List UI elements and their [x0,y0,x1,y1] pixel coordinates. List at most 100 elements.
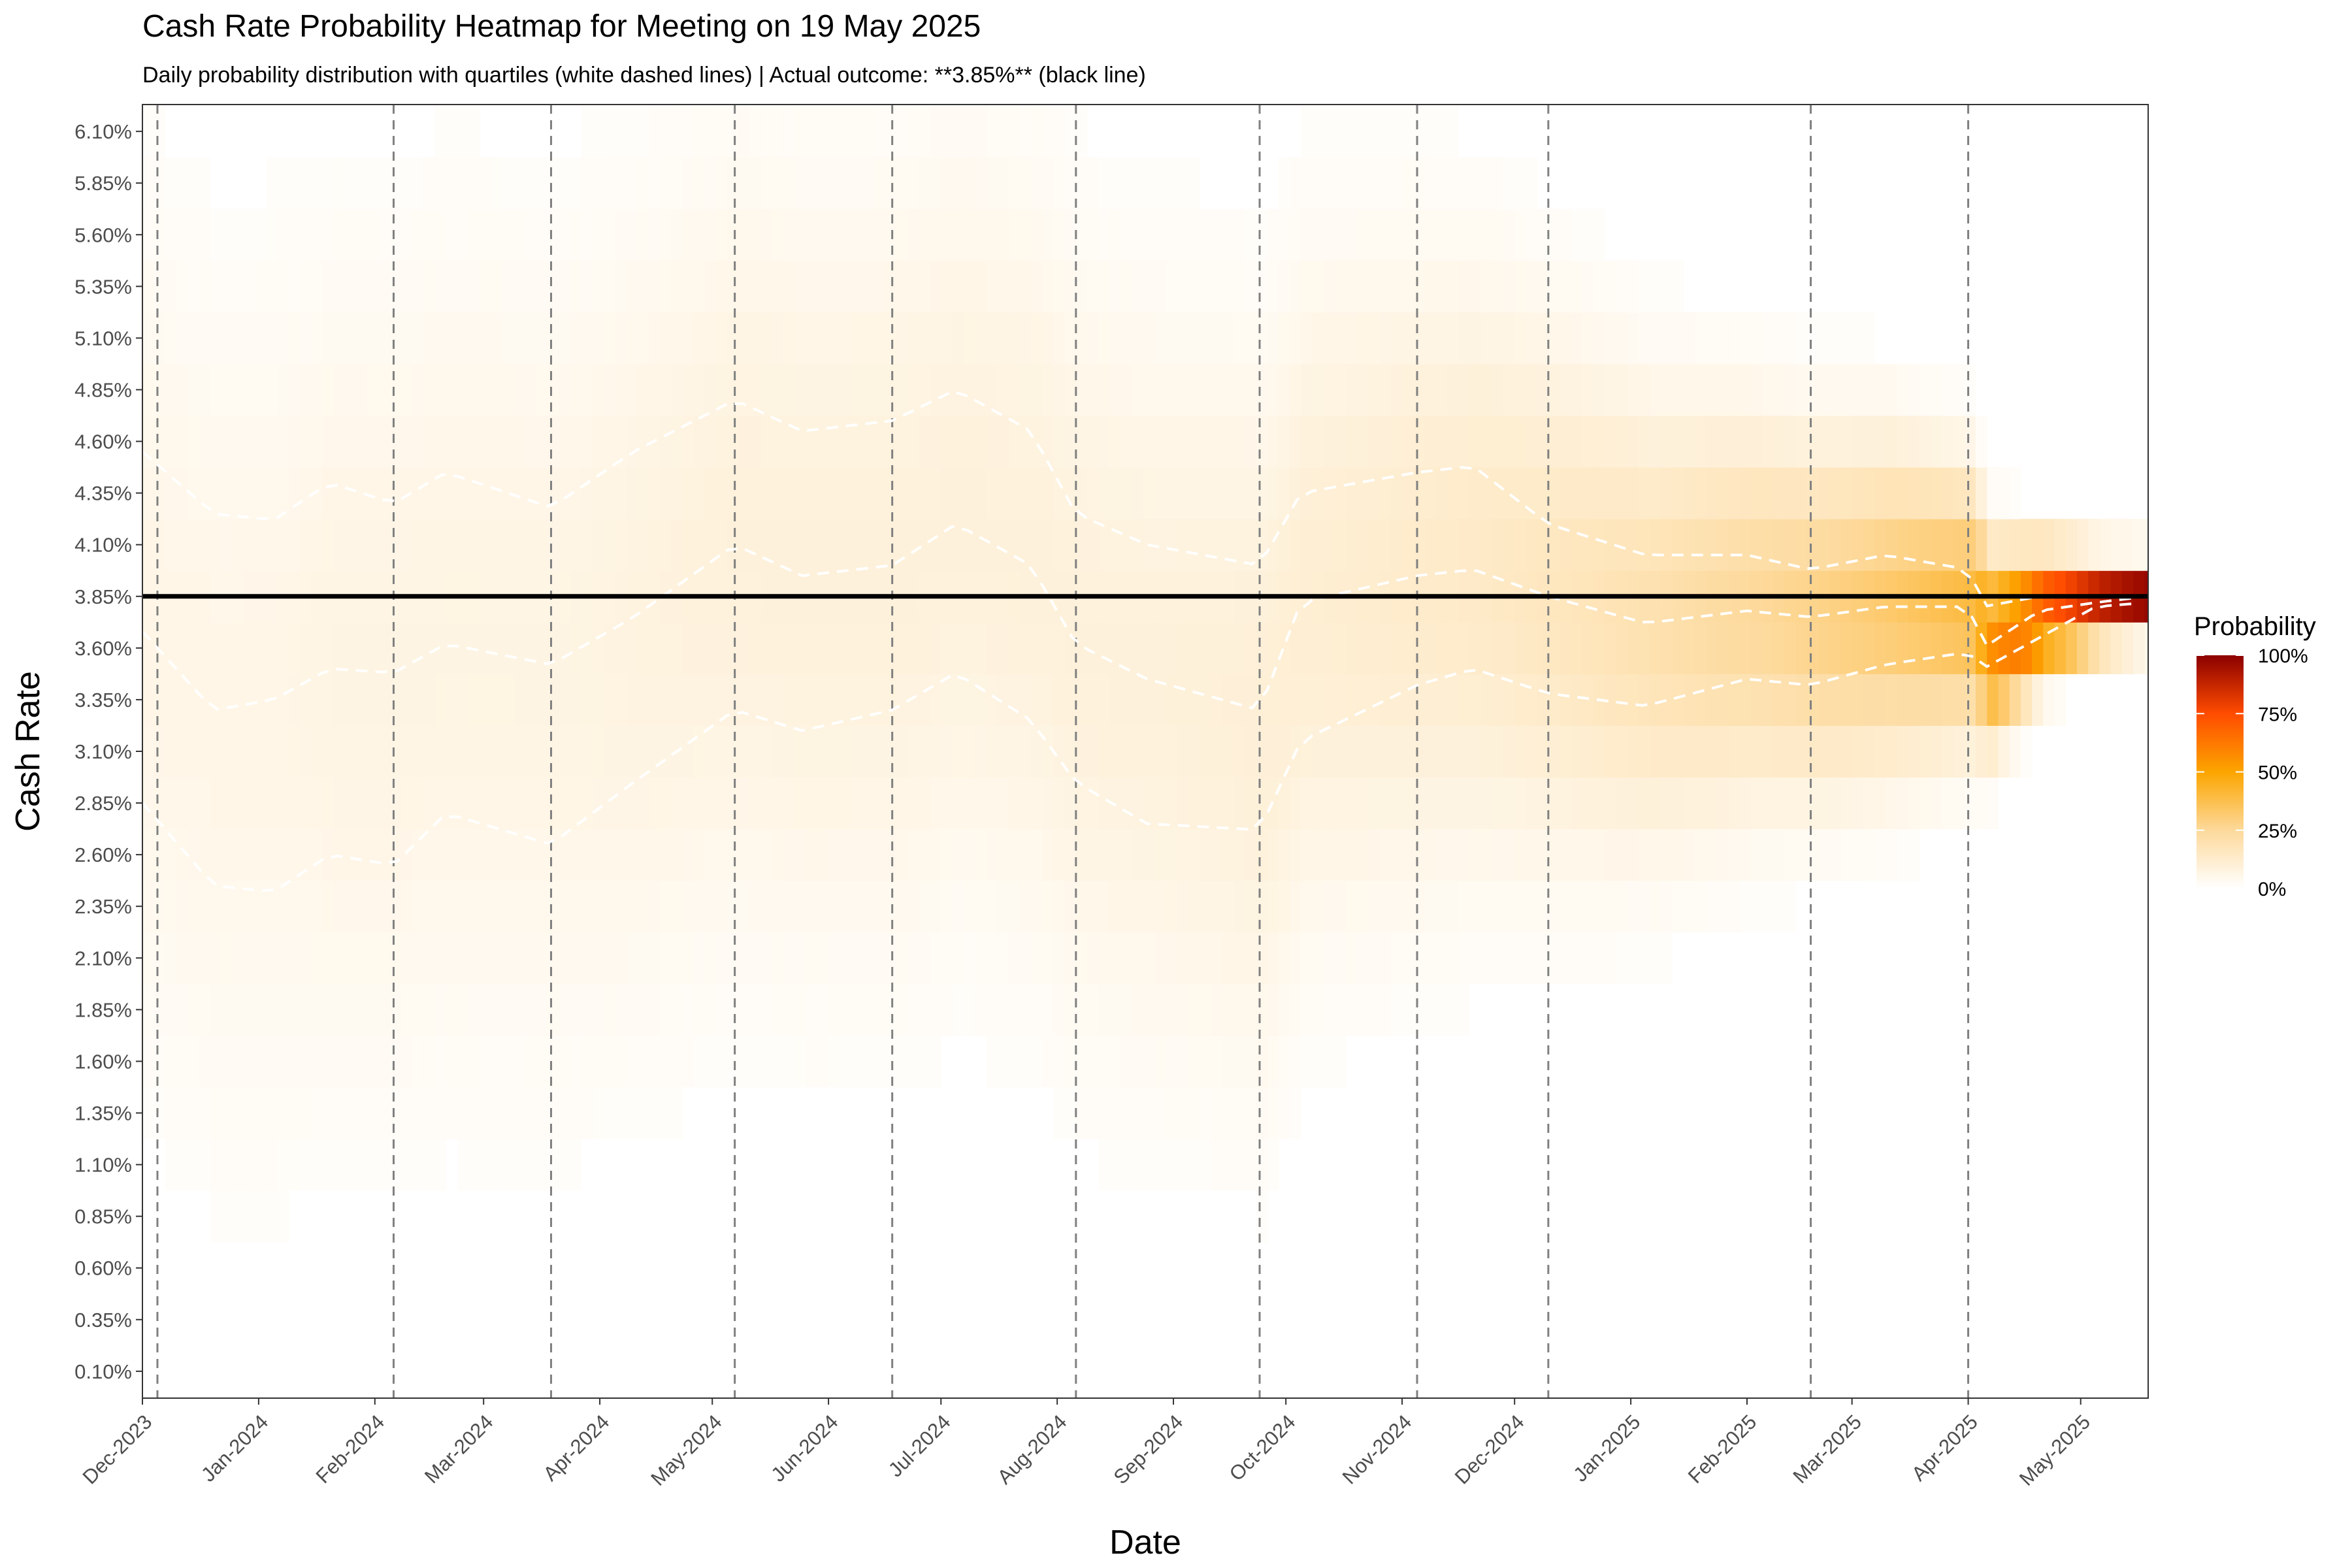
heat-cell [2009,674,2021,726]
heat-cell [468,260,481,313]
heat-cell [592,312,604,365]
heat-cell [997,363,1009,416]
heat-cell [536,416,548,468]
heat-cell [434,622,447,674]
heat-cell [1098,725,1111,778]
heat-cell [491,1087,503,1139]
heat-cell [1154,828,1167,881]
heat-cell [952,622,964,674]
heat-cell [693,312,706,365]
heat-cell [716,674,728,726]
heat-cell [1514,519,1527,571]
heat-cell [243,1087,255,1139]
heat-cell [727,157,740,210]
heat-cell [648,208,661,261]
heat-cell [400,777,413,830]
heat-cell [277,674,289,726]
heat-cell [760,260,773,313]
heat-cell [896,157,908,210]
heat-cell [1267,519,1279,571]
heat-cell [514,880,526,933]
heat-cell [896,622,908,674]
heat-cell [1526,467,1538,519]
heat-cell [2088,519,2100,571]
heat-cell [738,828,751,881]
heat-cell [1469,312,1482,365]
heat-cell [581,519,593,571]
heat-cell [840,725,852,778]
heat-cell [1919,777,1931,830]
heat-cell [514,932,526,985]
heat-cell [1222,828,1234,881]
heat-cell [682,725,694,778]
heat-cell [1143,312,1156,365]
heat-cell [760,416,773,468]
heat-cell [1042,260,1054,313]
heat-cell [1919,416,1931,468]
heat-cell [963,208,975,261]
heat-cell [974,622,987,674]
heat-cell [1435,622,1448,674]
heat-cell [423,880,436,933]
heat-cell [997,725,1009,778]
heat-cell [615,157,627,210]
heat-cell [1245,880,1257,933]
heat-cell [266,880,278,933]
heat-cell [581,208,593,261]
heat-cell [648,674,661,726]
heat-cell [1694,519,1707,571]
heat-cell [1908,725,1920,778]
heat-cell [199,828,211,881]
heat-cell [1098,777,1111,830]
heat-cell [783,1035,796,1088]
heat-cell [221,777,233,830]
heat-cell [311,416,323,468]
heat-cell [570,416,582,468]
heat-cell [727,467,740,519]
heat-cell [1604,363,1616,416]
heat-cell [1458,725,1471,778]
heat-cell [1120,880,1133,933]
heat-cell [142,1035,154,1088]
heat-cell [637,260,649,313]
heat-cell [682,674,694,726]
heat-cell [199,416,211,468]
heat-cell [986,1035,998,1088]
heat-cell [1064,312,1077,365]
heat-cell [1840,416,1853,468]
heat-cell [1289,312,1301,365]
heat-cell [570,1139,582,1191]
heat-cell [1526,932,1538,985]
heat-cell [1132,983,1144,1036]
heat-cell [142,519,154,571]
heat-cell [1053,363,1066,416]
heat-cell [300,828,312,881]
heat-cell [1177,519,1189,571]
heat-cell [400,416,413,468]
heat-cell [400,828,413,881]
heat-cell [581,260,593,313]
heat-cell [592,1087,604,1139]
heat-cell [277,880,289,933]
heat-cell [1886,725,1898,778]
heat-cell [1042,1035,1054,1088]
heat-cell [1795,828,1808,881]
heat-cell [1278,519,1290,571]
heat-cell [806,622,818,674]
heat-cell [1053,312,1066,365]
heat-cell [480,777,492,830]
heat-cell [1109,622,1122,674]
heat-cell [288,1139,301,1191]
heat-cell [1863,674,1875,726]
heat-cell [142,1087,154,1139]
heat-cell [400,519,413,571]
heat-cell [682,1035,694,1088]
heat-cell [637,467,649,519]
heat-cell [1278,1035,1290,1088]
heat-cell [918,828,930,881]
heat-cell [457,983,469,1036]
heat-cell [874,519,885,571]
heat-cell [1840,674,1853,726]
heat-cell [974,674,987,726]
heat-cell [1942,622,1954,674]
